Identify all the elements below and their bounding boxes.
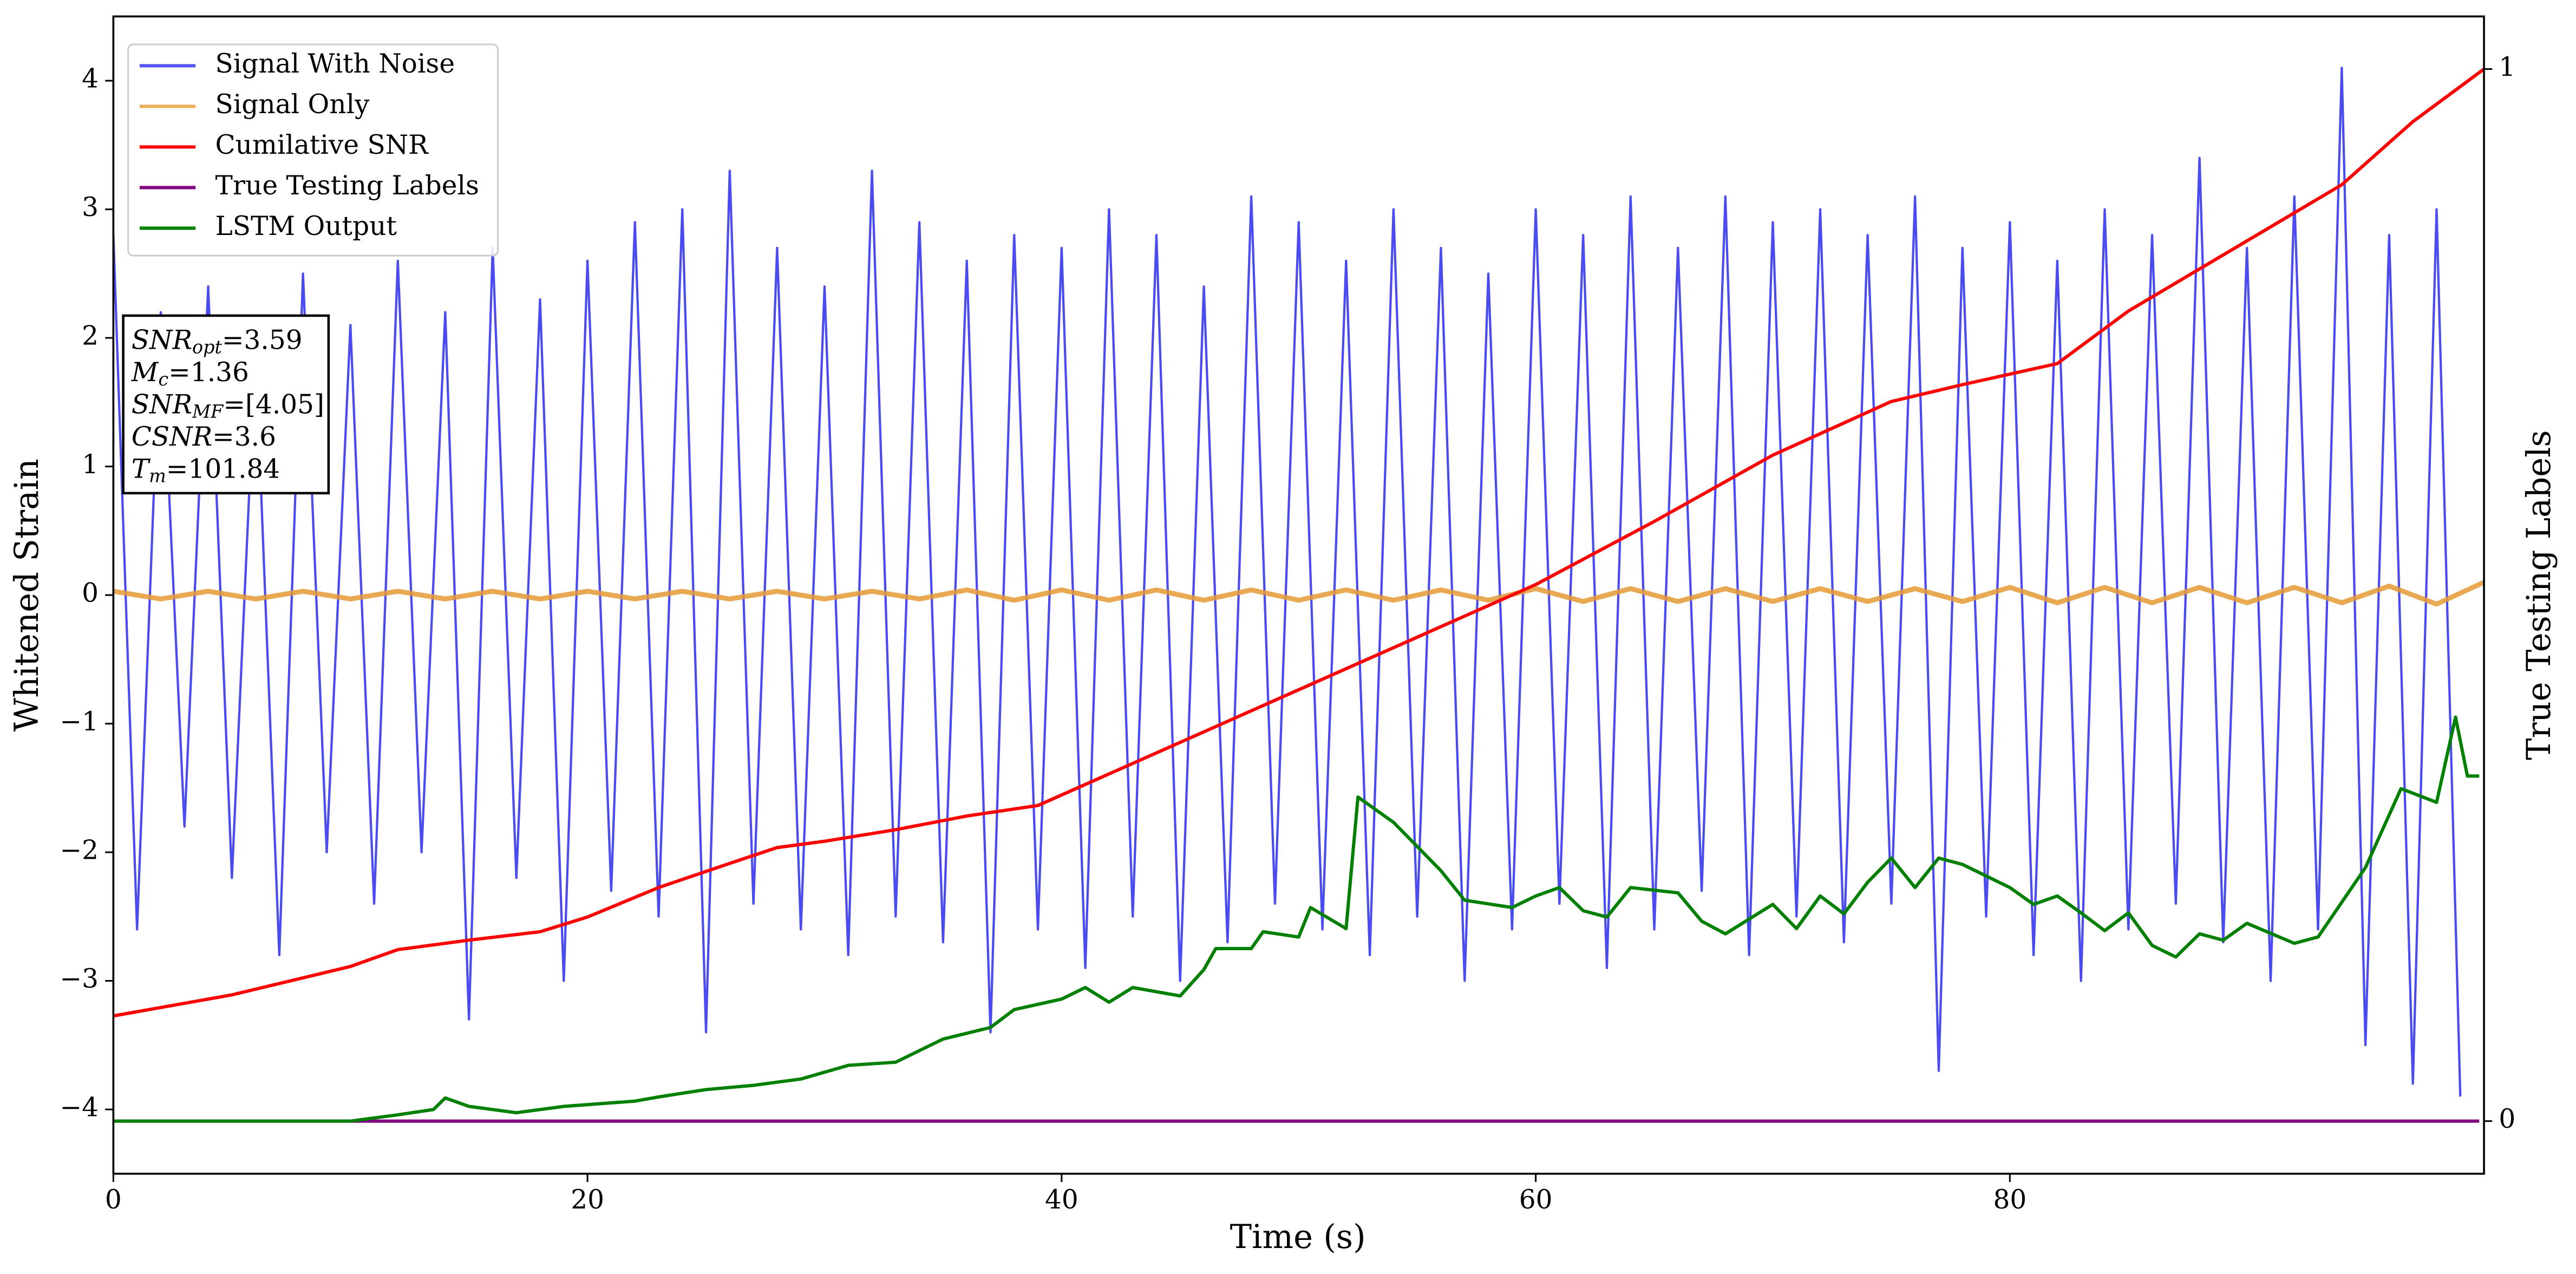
annotation-symbol: T xyxy=(132,454,151,484)
annotation-value: =[4.05] xyxy=(223,389,324,420)
annotation-value: =3.59 xyxy=(222,325,303,355)
x-tick-label: 80 xyxy=(1993,1185,2026,1215)
annotation-line: Tm=101.84 xyxy=(132,454,280,487)
y-tick-label: −2 xyxy=(60,835,99,866)
annotation-line: CSNR=3.6 xyxy=(132,422,276,452)
y2-tick-label: 0 xyxy=(2499,1104,2515,1134)
y2-tick-label: 1 xyxy=(2499,52,2515,82)
annotation-line: SNRopt=3.59 xyxy=(132,325,303,358)
x-tick-label: 20 xyxy=(571,1185,604,1215)
y-tick-label: 2 xyxy=(82,321,99,351)
x-tick-label: 40 xyxy=(1045,1185,1078,1215)
y2-axis-title: True Testing Labels xyxy=(2520,430,2558,760)
annotation-value: =1.36 xyxy=(168,357,249,388)
annotation-symbol: CSNR xyxy=(132,422,212,452)
annotation-symbol: SNR xyxy=(132,325,192,355)
y-tick-label: −4 xyxy=(60,1093,99,1123)
y-tick-label: 1 xyxy=(82,449,99,480)
annotation-subscript: MF xyxy=(192,401,224,422)
series-line xyxy=(113,67,2462,1097)
annotation-subscript: m xyxy=(149,466,166,487)
annotation-subscript: c xyxy=(158,369,168,390)
x-tick-label: 0 xyxy=(105,1185,122,1215)
legend-label: Signal Only xyxy=(215,89,370,120)
legend-label: LSTM Output xyxy=(215,211,397,241)
annotation-box xyxy=(122,314,330,495)
series-line xyxy=(113,580,2485,607)
y-tick-label: 0 xyxy=(82,578,99,609)
x-axis-title: Time (s) xyxy=(1230,1218,1366,1256)
x-tick-label: 60 xyxy=(1519,1185,1553,1215)
annotation-subscript: opt xyxy=(192,337,222,358)
y-tick-label: −1 xyxy=(60,707,99,737)
annotation-value: =3.6 xyxy=(212,422,276,452)
series-line xyxy=(113,68,2485,1018)
legend-label: Cumilative SNR xyxy=(215,130,429,160)
annotation-value: =101.84 xyxy=(166,454,280,484)
annotation-symbol: SNR xyxy=(132,389,192,420)
legend-label: True Testing Labels xyxy=(215,171,479,201)
legend-box xyxy=(127,43,499,257)
series-line xyxy=(113,715,2480,1123)
y-tick-label: −3 xyxy=(60,964,99,994)
annotation-line: SNRMF=[4.05] xyxy=(132,389,324,422)
legend-label: Signal With Noise xyxy=(215,49,455,79)
y-tick-label: 4 xyxy=(82,64,99,94)
annotation-line: Mc=1.36 xyxy=(131,357,249,390)
y-axis-title: Whitened Strain xyxy=(8,459,46,731)
annotation-symbol: M xyxy=(131,357,159,388)
y-tick-label: 3 xyxy=(82,192,99,223)
